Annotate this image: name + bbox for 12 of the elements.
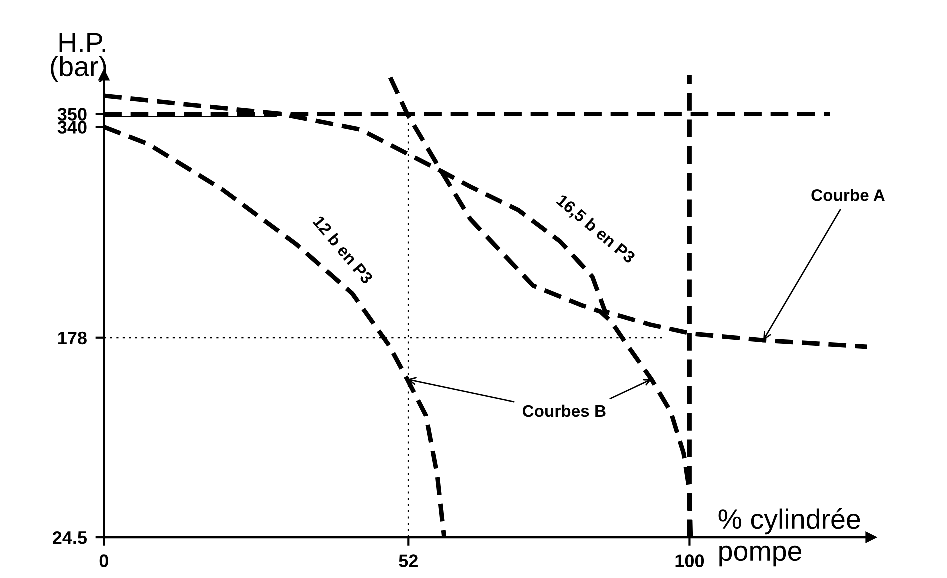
annotation: Courbes B (522, 404, 606, 418)
annotation: 12 b en P3 (312, 215, 374, 285)
annotation: Courbe A (812, 189, 885, 202)
y-tick-label: 340 (58, 121, 87, 134)
y-tick-label: 24.5 (52, 531, 88, 544)
x-axis-title: % cylindrée pompe (718, 508, 860, 567)
x-tick-label: 0 (100, 554, 108, 568)
x-tick-label: 52 (399, 554, 418, 568)
y-tick-label: 178 (58, 332, 87, 345)
x-tick-label: 100 (676, 554, 704, 568)
y-tick-label: 350 (58, 108, 87, 121)
annotation: 16,5 b en P3 (554, 194, 637, 266)
